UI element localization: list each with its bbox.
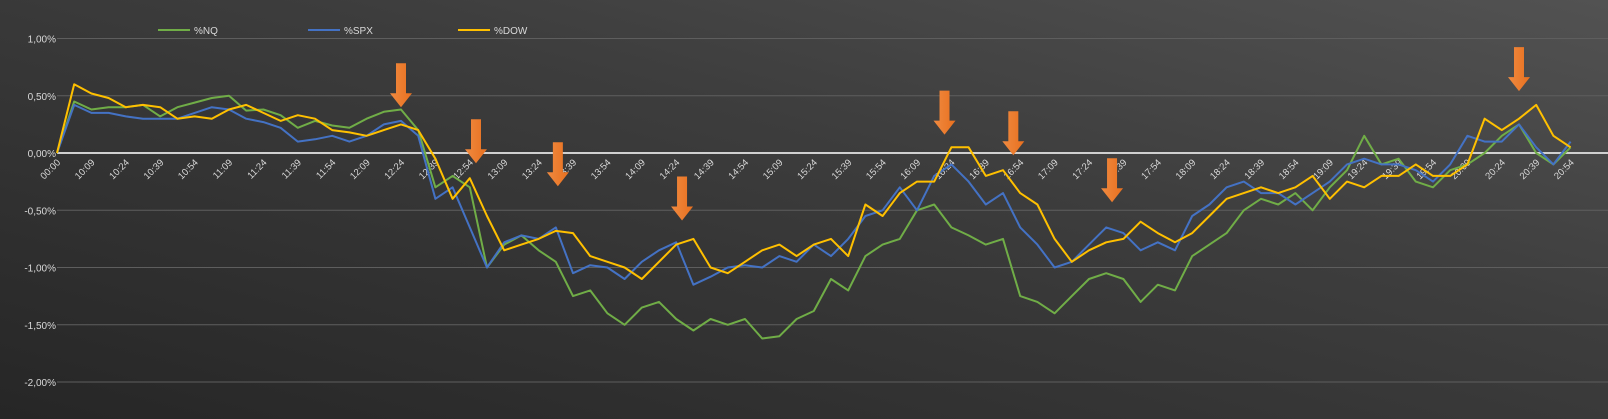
series-dow xyxy=(56,83,1572,280)
down-arrow-icon xyxy=(1002,111,1025,156)
legend-item-nq[interactable]: %NQ xyxy=(158,26,218,37)
y-tick-label: -1,50% xyxy=(24,321,56,332)
down-arrow-icon xyxy=(933,90,956,135)
legend-item-dow[interactable]: %DOW xyxy=(458,26,528,37)
down-arrow-icon xyxy=(671,176,694,221)
down-arrow-icon xyxy=(1101,158,1124,203)
legend-label: %NQ xyxy=(194,26,218,37)
annotation-arrows xyxy=(390,47,1530,221)
legend: %NQ %SPX %DOW xyxy=(158,26,528,37)
legend-label: %SPX xyxy=(344,26,373,37)
y-tick-label: 0,00% xyxy=(28,149,56,160)
down-arrow-icon xyxy=(390,63,412,108)
y-tick-label: 1,00% xyxy=(28,35,56,46)
series-nq xyxy=(56,94,1572,340)
y-axis-tick-labels: 1,00% 0,50% 0,00% -0,50% -1,00% -1,50% -2,00% xyxy=(24,35,56,390)
down-arrow-icon xyxy=(464,119,487,164)
y-tick-label: -1,00% xyxy=(24,264,56,275)
down-arrow-icon xyxy=(1508,47,1530,92)
series-line xyxy=(56,94,1572,340)
series-line xyxy=(56,83,1572,280)
gridlines xyxy=(57,38,1608,383)
legend-item-spx[interactable]: %SPX xyxy=(308,26,373,37)
down-arrow-icon xyxy=(546,142,569,187)
y-tick-label: 0,50% xyxy=(28,92,56,103)
y-tick-label: -2,00% xyxy=(24,378,56,389)
series-lines xyxy=(56,83,1572,340)
legend-label: %DOW xyxy=(494,26,528,37)
y-tick-label: -0,50% xyxy=(24,206,56,217)
